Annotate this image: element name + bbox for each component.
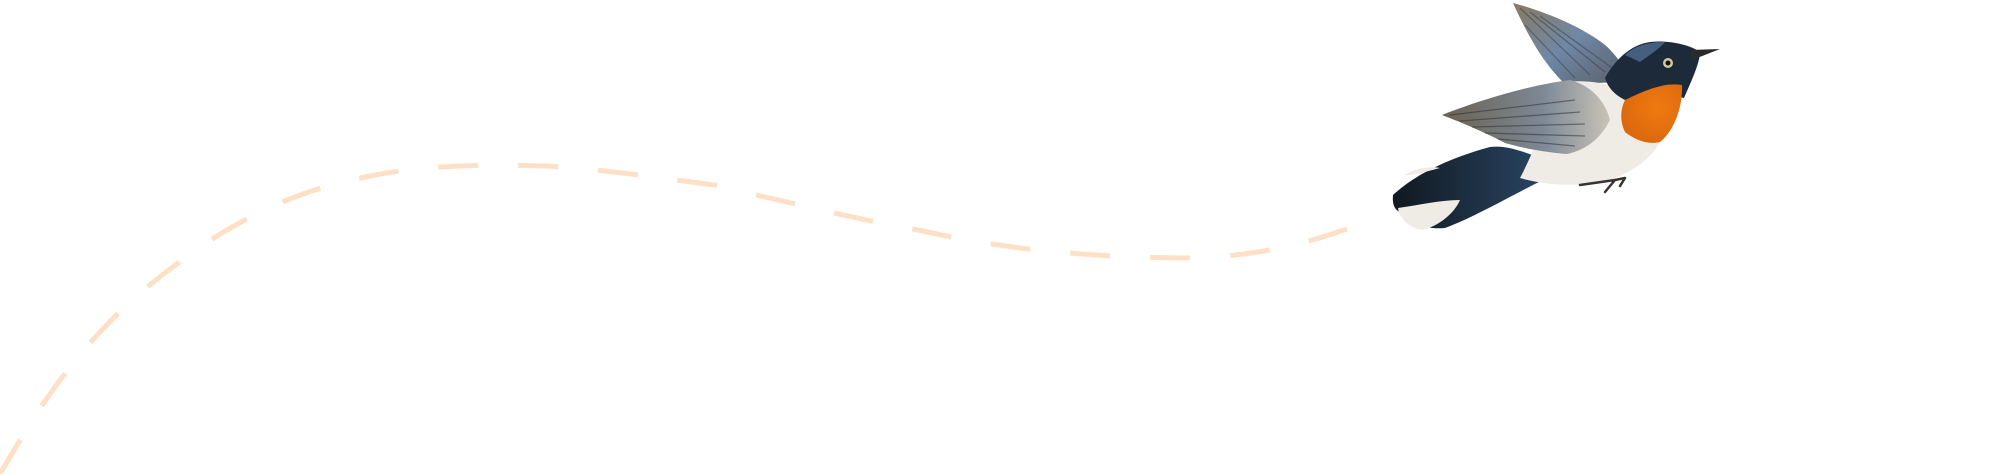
bird-crown-sheen	[1625, 42, 1665, 62]
flight-path-dashed-line	[0, 162, 1356, 474]
bird-legs	[1578, 176, 1627, 194]
bird-tail-white-tips	[1398, 167, 1460, 230]
bird-beak	[1690, 49, 1720, 60]
bird-pupil	[1665, 60, 1671, 66]
bird-upper-wing-feathers	[1519, 7, 1616, 79]
bird-orange-throat	[1621, 84, 1683, 143]
bird-lower-wing-feathers	[1449, 99, 1586, 147]
bird-icon	[1392, 3, 1720, 230]
bird-lower-wing	[1442, 80, 1610, 154]
